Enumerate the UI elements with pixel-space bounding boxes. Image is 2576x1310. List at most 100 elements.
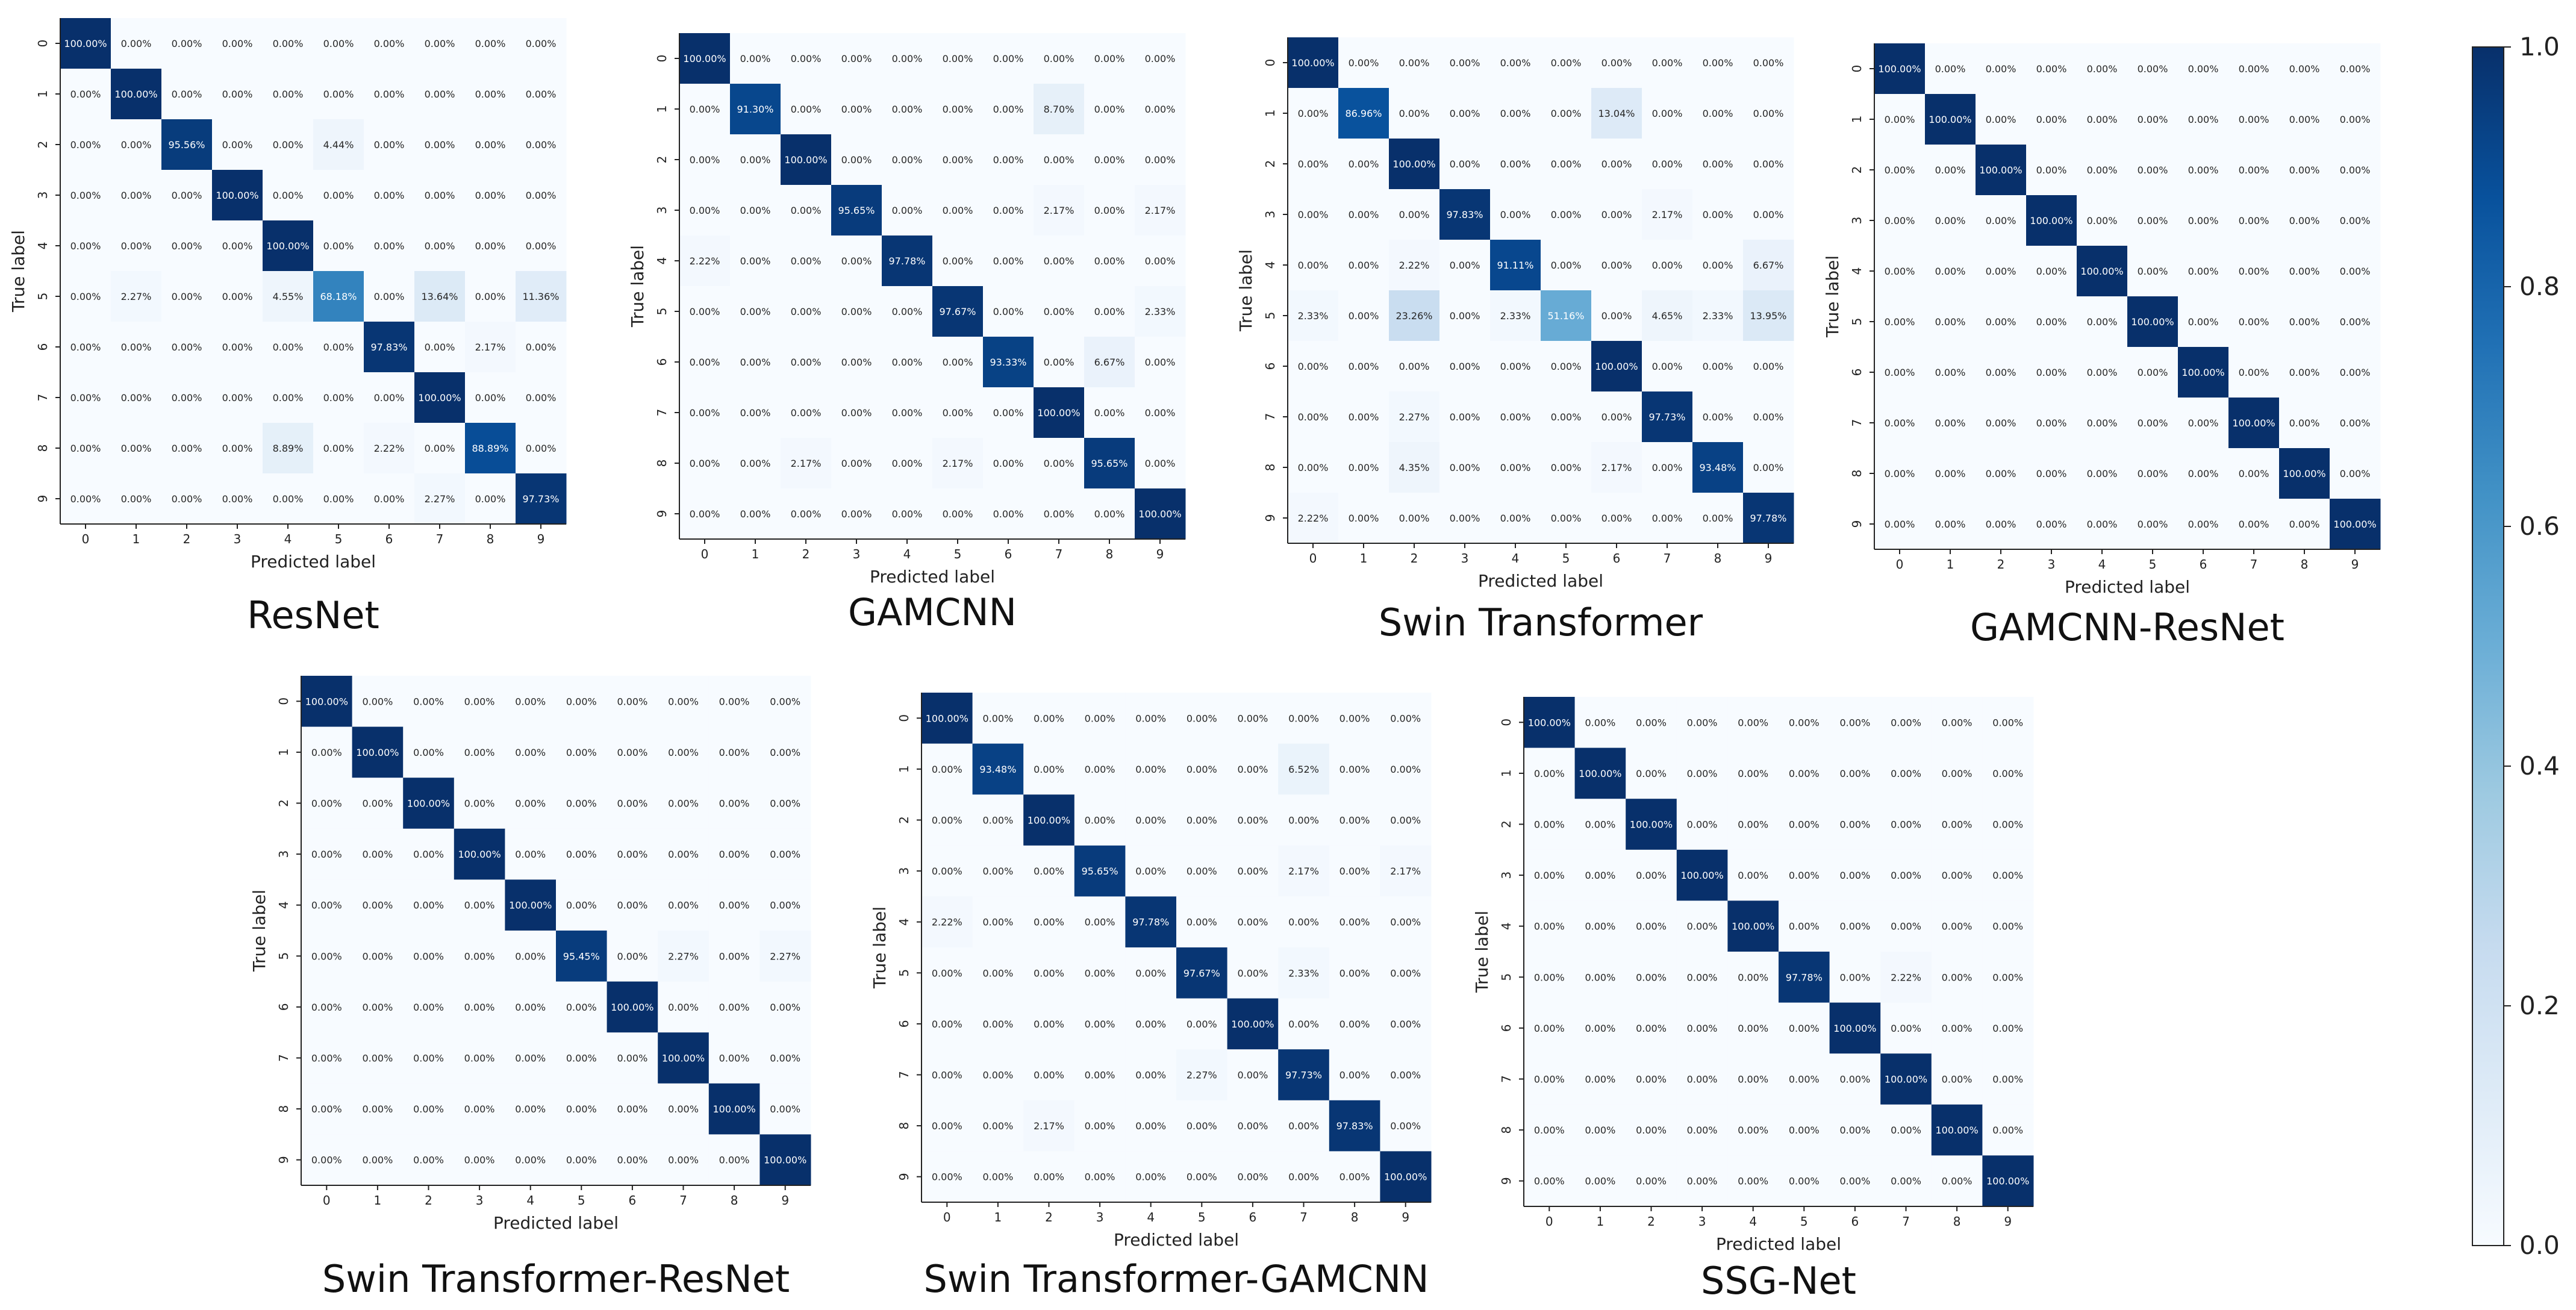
- cell-value-label: 97.78%: [888, 255, 925, 267]
- x-tick-label: 9: [537, 532, 545, 546]
- cell-value-label: 0.00%: [770, 1053, 800, 1064]
- heatmap-cell: [1829, 697, 1881, 749]
- heatmap-cell: [1925, 398, 1976, 449]
- heatmap-cell: [1380, 896, 1432, 948]
- heatmap-cell: [403, 981, 455, 1033]
- heatmap-cell: [2127, 43, 2178, 95]
- y-axis-title: True label: [1236, 249, 1256, 332]
- cell-value-label: 0.00%: [1349, 57, 1379, 69]
- heatmap-cell: [403, 879, 455, 931]
- y-tick-label: 1: [1263, 110, 1277, 117]
- heatmap-cell: [1176, 947, 1228, 999]
- cell-value-label: 0.00%: [770, 798, 800, 809]
- cell-value-label: 0.00%: [362, 1002, 393, 1013]
- heatmap-cell: [1982, 952, 2034, 1003]
- heatmap-cell: [1925, 499, 1976, 550]
- heatmap-cell: [2228, 195, 2280, 246]
- heatmap-cell: [1074, 947, 1126, 999]
- colorbar-tick-label: 0.8: [2519, 272, 2560, 301]
- cell-value-label: 0.00%: [1450, 158, 1480, 170]
- cell-value-label: 0.00%: [617, 1053, 647, 1064]
- x-axis-title: Predicted label: [1114, 1230, 1239, 1250]
- heatmap-cell: [607, 676, 658, 728]
- heatmap-cell: [1023, 998, 1075, 1050]
- cell-value-label: 0.00%: [1585, 1074, 1615, 1085]
- cell-value-label: 0.00%: [526, 392, 557, 404]
- heatmap-cell: [932, 488, 984, 540]
- heatmap-cell: [1288, 88, 1339, 139]
- heatmap-cell: [1524, 1002, 1576, 1054]
- cell-value-label: 0.00%: [982, 917, 1013, 928]
- cell-value-label: 0.00%: [1298, 158, 1329, 170]
- heatmap-cell: [1642, 290, 1693, 342]
- heatmap-cell: [1727, 1155, 1779, 1207]
- heatmap-cell: [1880, 952, 1932, 1003]
- heatmap-cell: [1692, 88, 1744, 139]
- heatmap-cell: [1524, 900, 1576, 952]
- heatmap-cell: [1642, 139, 1693, 190]
- heatmap-cell: [1524, 849, 1576, 901]
- heatmap-cell: [1880, 697, 1932, 749]
- cell-value-label: 100.00%: [1833, 1023, 1876, 1034]
- cell-value-label: 0.00%: [993, 508, 1024, 520]
- cell-value-label: 86.96%: [1345, 108, 1382, 119]
- heatmap-cell: [1524, 697, 1576, 749]
- confusion-matrix-6: 100.00% 0.00% 0.00% 0.00% 0.00% 0.00% 0.00% 0.0…: [1472, 697, 2034, 1254]
- heatmap-cell: [1288, 37, 1339, 89]
- heatmap-cell: [607, 778, 658, 829]
- cell-value-label: 0.00%: [1585, 870, 1615, 881]
- cell-value-label: 100.00%: [1384, 1171, 1427, 1183]
- heatmap-cell: [212, 69, 263, 120]
- cell-value-label: 100.00%: [1392, 158, 1435, 170]
- colorbar: 0.00.20.40.60.81.0: [2472, 32, 2560, 1260]
- heatmap-cell: [516, 473, 567, 525]
- cell-value-label: 2.27%: [668, 950, 699, 962]
- heatmap-cell: [781, 387, 832, 438]
- cell-value-label: 2.33%: [1500, 310, 1531, 322]
- cell-value-label: 0.00%: [1349, 361, 1379, 372]
- y-tick-label: 3: [655, 207, 669, 214]
- heatmap-cell: [1288, 341, 1339, 392]
- cell-value-label: 0.00%: [841, 255, 872, 267]
- cell-value-label: 0.00%: [668, 1103, 699, 1115]
- cell-value-label: 0.00%: [1986, 519, 2016, 530]
- y-tick-label: 2: [1850, 166, 1864, 174]
- heatmap-cell: [1574, 1053, 1626, 1105]
- heatmap-cell: [1084, 33, 1135, 84]
- y-tick-label: 9: [1850, 520, 1864, 528]
- heatmap-cell: [414, 322, 466, 373]
- cell-value-label: 0.00%: [475, 240, 506, 252]
- heatmap-cell: [1692, 290, 1744, 342]
- heatmap-cell: [313, 322, 364, 373]
- heatmap-cell: [2178, 448, 2229, 499]
- cell-value-label: 0.00%: [2340, 114, 2371, 125]
- cell-value-label: 0.00%: [323, 392, 354, 404]
- heatmap-cell: [922, 998, 973, 1050]
- cell-value-label: 0.00%: [172, 190, 202, 201]
- cell-value-label: 0.00%: [2036, 266, 2067, 277]
- heatmap-cell: [1626, 1002, 1677, 1054]
- cell-value-label: 0.00%: [2188, 417, 2219, 429]
- heatmap-cell: [1490, 391, 1541, 443]
- cell-value-label: 0.00%: [1187, 1171, 1217, 1183]
- heatmap-cell: [2077, 43, 2128, 95]
- heatmap-cell: [1329, 896, 1380, 948]
- heatmap-cell: [1574, 849, 1626, 901]
- y-tick-label: 5: [897, 969, 911, 977]
- cell-value-label: 0.00%: [1885, 266, 1915, 277]
- cell-value-label: 0.00%: [2138, 468, 2168, 479]
- heatmap-cell: [1829, 1104, 1881, 1156]
- heatmap-cell: [882, 286, 933, 337]
- cell-value-label: 0.00%: [2138, 367, 2168, 378]
- heatmap-cell: [263, 119, 314, 170]
- x-tick-label: 5: [2149, 557, 2157, 572]
- heatmap-cell: [2077, 94, 2128, 145]
- x-tick-label: 7: [436, 532, 444, 546]
- heatmap-cell: [313, 372, 364, 423]
- heatmap-cell: [1982, 1104, 2034, 1156]
- cell-value-label: 2.33%: [1703, 310, 1733, 322]
- cell-value-label: 0.00%: [1789, 870, 1820, 881]
- cell-value-label: 0.00%: [2239, 519, 2269, 530]
- x-tick-label: 9: [2351, 557, 2359, 572]
- heatmap-cell: [1574, 799, 1626, 850]
